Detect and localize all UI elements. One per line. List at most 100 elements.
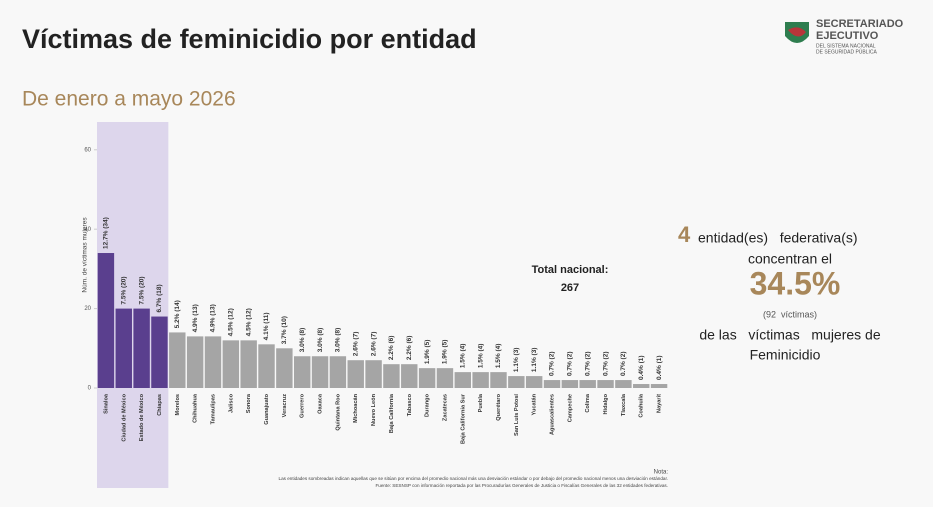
x-tick-label: Tlaxcala xyxy=(621,393,627,416)
value-label: 5.2% (14) xyxy=(174,300,181,328)
value-label: 4.5% (12) xyxy=(245,308,252,336)
value-label: 3.0% (8) xyxy=(317,328,324,353)
summary-text: entidad(es) federativa(s) xyxy=(698,230,858,246)
bar xyxy=(276,348,293,388)
value-label: 0.7% (2) xyxy=(567,351,574,376)
value-label: 3.0% (8) xyxy=(335,328,342,353)
value-label: 12.7% (34) xyxy=(103,217,110,249)
x-tick-label: Baja California Sur xyxy=(460,393,466,444)
bar xyxy=(383,364,400,388)
bar xyxy=(169,332,186,388)
x-tick-label: Yucatán xyxy=(532,393,538,415)
x-tick-label: Chiapas xyxy=(157,394,163,416)
x-tick-label: Michoacán xyxy=(353,393,359,422)
value-label: 1.9% (5) xyxy=(424,340,431,365)
value-label: 4.9% (13) xyxy=(192,304,199,332)
x-tick-label: Aguascalientes xyxy=(550,394,556,435)
bar xyxy=(115,308,132,388)
bar xyxy=(401,364,418,388)
summary-victims: (92 víctimas) xyxy=(763,309,817,319)
logo-icon-detail xyxy=(788,27,806,37)
value-label: 4.1% (11) xyxy=(263,313,270,341)
value-label: 0.7% (2) xyxy=(602,351,609,376)
bar xyxy=(650,384,668,388)
bar xyxy=(347,360,364,388)
value-label: 3.0% (8) xyxy=(299,328,306,353)
value-label: 0.4% (1) xyxy=(656,355,663,380)
x-tick-label: Colima xyxy=(585,393,591,413)
y-tick-label: 20 xyxy=(84,306,91,312)
bar xyxy=(436,368,454,388)
bar xyxy=(579,380,596,388)
bar xyxy=(490,372,507,388)
x-tick-label: Nayarit xyxy=(657,394,663,413)
value-label: 1.1% (3) xyxy=(513,348,520,373)
x-tick-label: Puebla xyxy=(478,393,484,412)
bar xyxy=(561,380,579,388)
summary-text: concentran el xyxy=(748,251,832,267)
plot: 0 20 40 60 Núm. de víctimas mujeres Sinaloa 12… xyxy=(82,122,668,488)
x-tick-label: Tamaulipas xyxy=(210,394,216,424)
value-label: 1.5% (4) xyxy=(460,344,467,369)
x-tick-label: Tabasco xyxy=(407,393,413,416)
value-label: 7.5% (20) xyxy=(138,276,145,304)
x-tick-label: Jalisco xyxy=(228,393,234,413)
summary-text: de las víctimas mujeres de xyxy=(699,327,881,343)
summary-text: Feminicidio xyxy=(750,347,821,363)
bar xyxy=(258,344,275,388)
bar xyxy=(293,356,311,388)
x-tick-label: Sonora xyxy=(246,393,252,413)
summary: 4 entidad(es) federativa(s) concentran e… xyxy=(678,222,881,363)
y-tick-label: 0 xyxy=(88,386,92,392)
bar xyxy=(418,368,436,388)
total-value: 267 xyxy=(561,282,579,294)
x-tick-label: Sinaloa xyxy=(103,393,109,414)
logo: SECRETARIADO EJECUTIVO DEL SISTEMA NACIO… xyxy=(785,18,904,55)
x-tick-label: Chihuahua xyxy=(193,393,199,423)
title: Víctimas de feminicidio por entidad xyxy=(22,24,477,54)
x-tick-label: Nuevo León xyxy=(371,393,377,426)
value-label: 2.2% (6) xyxy=(388,336,395,361)
x-tick-label: Estado de México xyxy=(139,393,145,441)
logo-text: DE SEGURIDAD PÚBLICA xyxy=(816,48,878,55)
x-tick-label: Campeche xyxy=(567,394,573,422)
bar xyxy=(472,372,489,388)
value-label: 2.6% (7) xyxy=(370,332,377,357)
bar xyxy=(365,360,382,388)
value-label: 2.2% (6) xyxy=(406,336,413,361)
value-label: 1.1% (3) xyxy=(531,348,538,373)
y-tick-label: 40 xyxy=(84,227,91,233)
x-tick-label: Quintana Roo xyxy=(335,393,341,430)
bar xyxy=(133,308,150,388)
summary-count: 4 xyxy=(678,222,691,247)
x-tick-label: Coahuila xyxy=(639,393,645,418)
value-label: 0.7% (2) xyxy=(584,351,591,376)
bar xyxy=(633,384,650,388)
value-label: 1.9% (5) xyxy=(442,340,449,365)
x-tick-label: Hidalgo xyxy=(603,393,609,414)
bar xyxy=(454,372,472,388)
bar xyxy=(97,253,115,388)
x-tick-label: Zacatecas xyxy=(442,394,448,421)
logo-text: DEL SISTEMA NACIONAL xyxy=(816,43,876,49)
value-label: 0.7% (2) xyxy=(549,351,556,376)
note: Fuente: SESNSP con información reportada… xyxy=(375,483,668,488)
bar xyxy=(525,376,543,388)
value-label: 0.7% (2) xyxy=(620,351,627,376)
y-tick-label: 60 xyxy=(84,147,91,153)
y-axis-title: Núm. de víctimas mujeres xyxy=(82,217,89,293)
value-label: 3.7% (10) xyxy=(281,316,288,344)
value-label: 1.5% (4) xyxy=(495,344,502,369)
note: Nota: xyxy=(654,470,669,476)
value-label: 2.6% (7) xyxy=(352,332,359,357)
value-label: 0.4% (1) xyxy=(638,355,645,380)
x-tick-label: Veracruz xyxy=(282,394,288,418)
note: Las entidades sombreadas indican aquella… xyxy=(279,476,668,481)
bar xyxy=(543,380,561,388)
logo-text: EJECUTIVO xyxy=(816,30,879,42)
x-tick-label: Guerrero xyxy=(300,393,306,418)
bar xyxy=(204,336,222,388)
bar xyxy=(615,380,632,388)
logo-text: SECRETARIADO xyxy=(816,18,904,30)
